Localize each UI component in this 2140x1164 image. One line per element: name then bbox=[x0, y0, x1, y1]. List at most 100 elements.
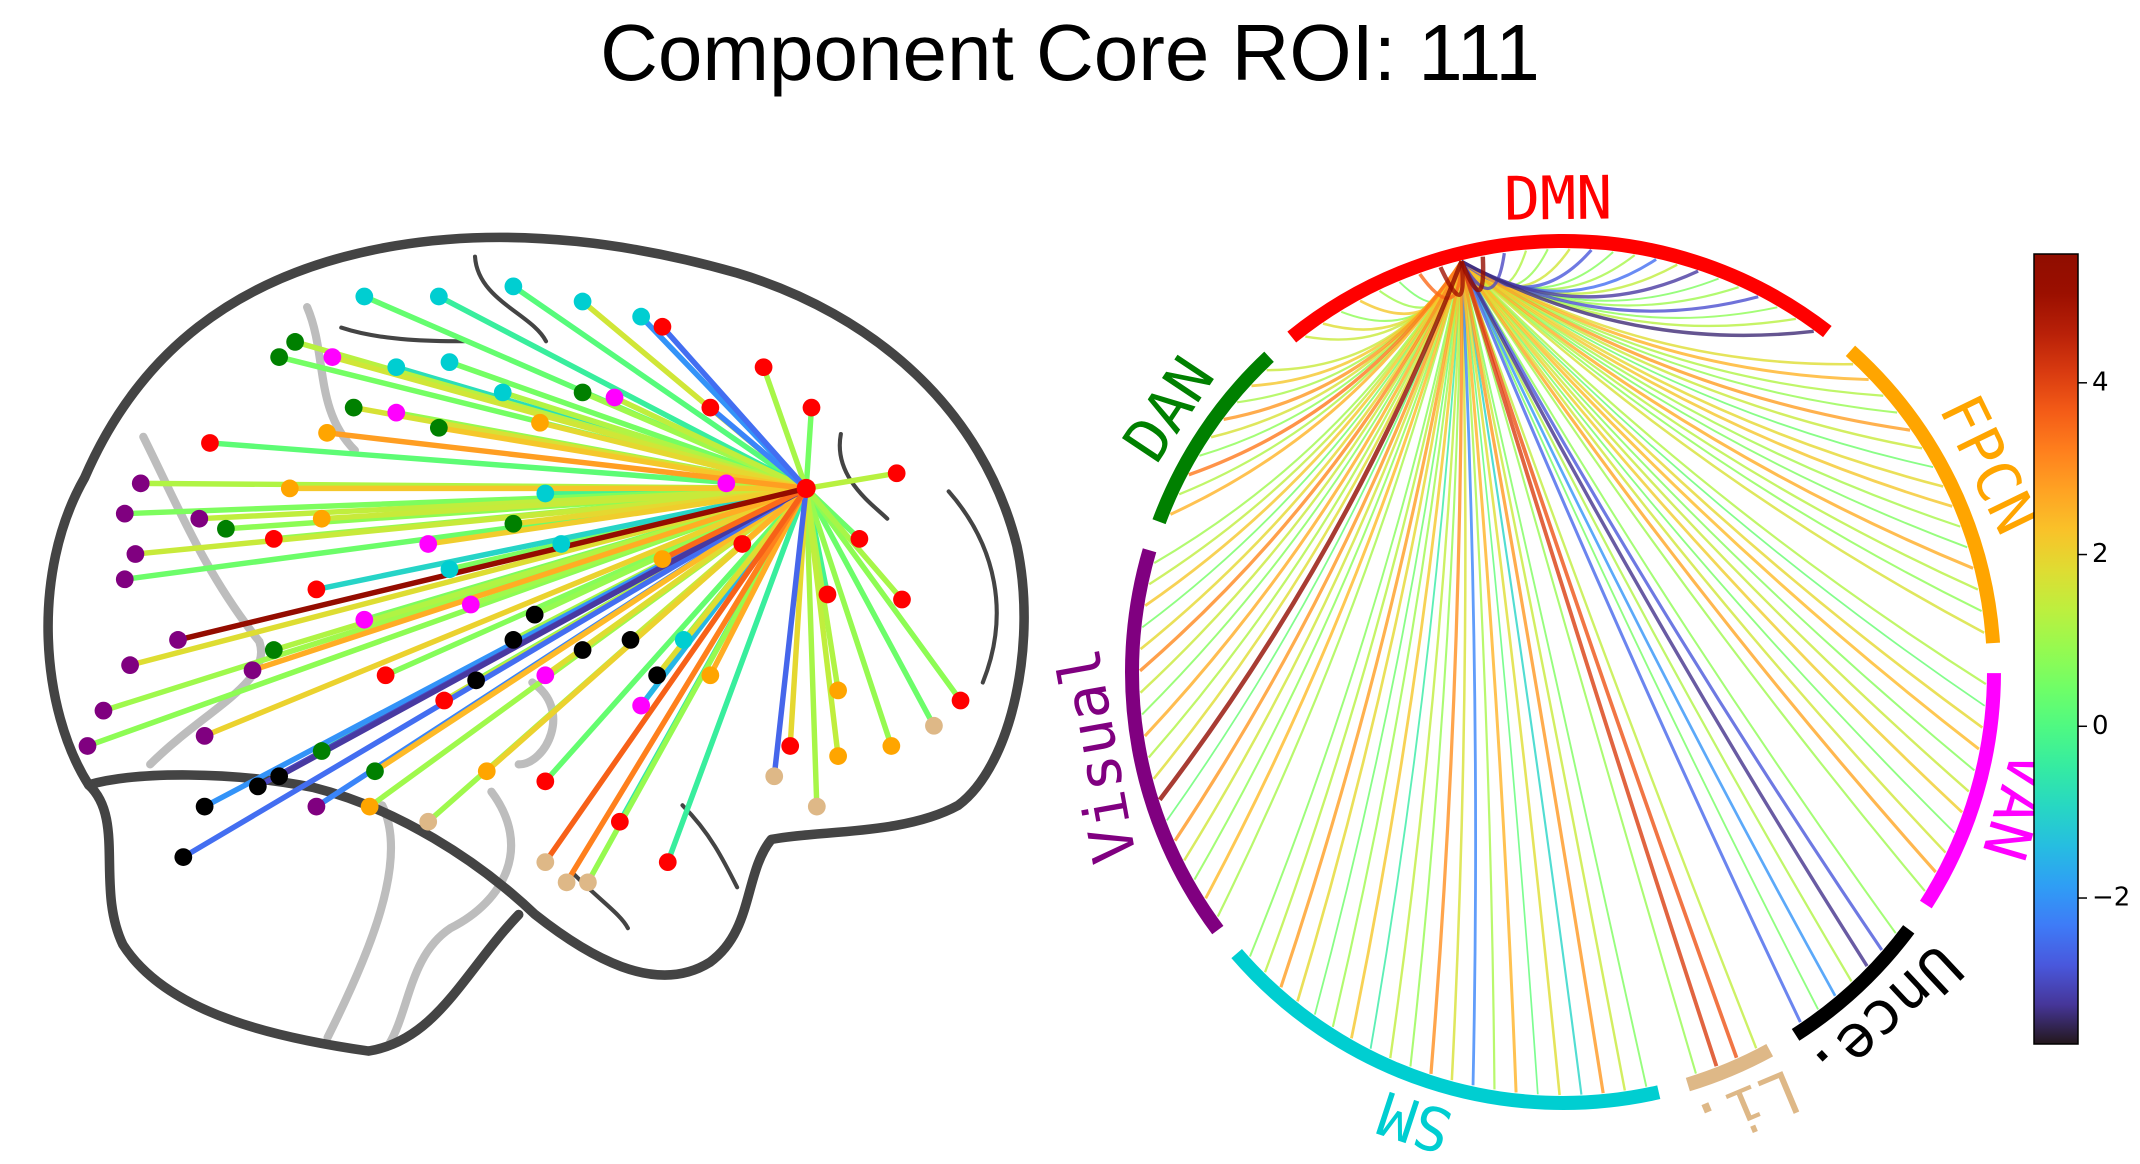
roi-node bbox=[610, 812, 629, 831]
roi-node bbox=[605, 388, 624, 407]
roi-node bbox=[525, 605, 544, 624]
roi-node bbox=[653, 550, 672, 568]
connection bbox=[563, 485, 809, 886]
connection bbox=[201, 485, 809, 739]
chord-link bbox=[1460, 260, 1961, 528]
roi-node bbox=[435, 691, 454, 710]
connection bbox=[611, 394, 809, 492]
group-label: Li. bbox=[1682, 1055, 1809, 1161]
roi-node bbox=[429, 287, 448, 306]
connection bbox=[276, 485, 809, 780]
roi-node bbox=[323, 348, 342, 366]
group-label: DMN bbox=[1504, 163, 1613, 234]
chord-link bbox=[1460, 260, 1984, 729]
roi-node bbox=[818, 585, 837, 604]
roi-node bbox=[264, 530, 283, 548]
roi-node bbox=[169, 631, 187, 649]
roi-node bbox=[190, 509, 209, 528]
roi-node bbox=[115, 570, 134, 589]
roi-node bbox=[376, 666, 395, 685]
chord-link bbox=[1460, 260, 1955, 834]
chord-link bbox=[1459, 261, 1605, 1094]
roi-node bbox=[94, 701, 113, 720]
roi-node bbox=[829, 747, 847, 765]
chord-link bbox=[1460, 260, 1979, 591]
roi-node bbox=[467, 671, 485, 690]
roi-node bbox=[765, 767, 784, 786]
chord-link bbox=[1460, 260, 1953, 508]
sulcus bbox=[680, 803, 740, 890]
roi-node bbox=[573, 641, 592, 659]
roi-node bbox=[312, 742, 331, 760]
roi-node bbox=[366, 762, 384, 781]
roi-node bbox=[557, 873, 576, 892]
chord-link bbox=[1460, 260, 1853, 982]
roi-node bbox=[195, 797, 214, 816]
roi-node bbox=[531, 413, 549, 432]
group-arc bbox=[1685, 1044, 1774, 1092]
roi-node bbox=[264, 641, 283, 659]
roi-node bbox=[632, 307, 651, 326]
brain-panel bbox=[43, 232, 1029, 1056]
roi-node bbox=[850, 530, 869, 548]
chord-link bbox=[1460, 260, 1944, 488]
roi-node bbox=[174, 848, 193, 866]
connection bbox=[542, 485, 809, 785]
colorbar-tick-label: 0 bbox=[2092, 711, 2109, 741]
roi-node bbox=[536, 484, 555, 503]
connection bbox=[771, 485, 809, 780]
roi-node bbox=[658, 853, 677, 872]
roi-node bbox=[270, 767, 289, 786]
connection bbox=[659, 324, 809, 492]
roi-node bbox=[307, 580, 326, 599]
connection bbox=[803, 404, 815, 492]
chord-link bbox=[1460, 260, 1987, 685]
roi-node bbox=[674, 631, 693, 649]
sulcus bbox=[472, 254, 549, 344]
sulcus bbox=[339, 325, 467, 344]
roi-node bbox=[504, 514, 523, 533]
roi-node bbox=[344, 398, 363, 417]
roi-node bbox=[115, 504, 134, 523]
roi-node bbox=[882, 737, 901, 755]
roi-node bbox=[733, 535, 752, 553]
roi-node bbox=[217, 519, 235, 538]
roi-node bbox=[126, 545, 145, 563]
roi-node bbox=[243, 661, 262, 680]
group-arc bbox=[1152, 351, 1274, 525]
roi-node bbox=[573, 383, 592, 402]
chord-link bbox=[1144, 260, 1463, 607]
roi-node bbox=[701, 398, 720, 417]
roi-node bbox=[493, 383, 512, 402]
roi-node bbox=[536, 772, 555, 791]
chord-link bbox=[1460, 260, 1983, 613]
connection bbox=[803, 485, 841, 759]
chord-link bbox=[1279, 261, 1464, 988]
roi-node bbox=[387, 403, 406, 422]
chord-link bbox=[1460, 260, 1926, 892]
chord-link bbox=[1409, 261, 1463, 1067]
roi-node bbox=[440, 560, 459, 579]
group-arc bbox=[1919, 673, 2001, 909]
connection bbox=[319, 485, 809, 522]
chord-link bbox=[1350, 261, 1463, 1039]
sulcus bbox=[139, 432, 266, 769]
roi-node bbox=[477, 762, 496, 781]
connection bbox=[803, 485, 964, 704]
roi-node bbox=[754, 358, 773, 377]
roi-node bbox=[717, 474, 736, 493]
chord-link bbox=[1216, 261, 1463, 917]
roi-node bbox=[387, 358, 406, 377]
group-arc bbox=[1791, 925, 1915, 1041]
connection bbox=[803, 485, 895, 749]
chord-link bbox=[1460, 260, 1911, 432]
connection bbox=[537, 420, 809, 492]
roi-node bbox=[504, 631, 523, 649]
roi-node bbox=[280, 479, 299, 498]
roi-node bbox=[621, 631, 640, 649]
colorbar-gradient bbox=[2033, 253, 2079, 1045]
chord-link bbox=[1313, 261, 1463, 1015]
chord-link bbox=[1460, 261, 1583, 1095]
